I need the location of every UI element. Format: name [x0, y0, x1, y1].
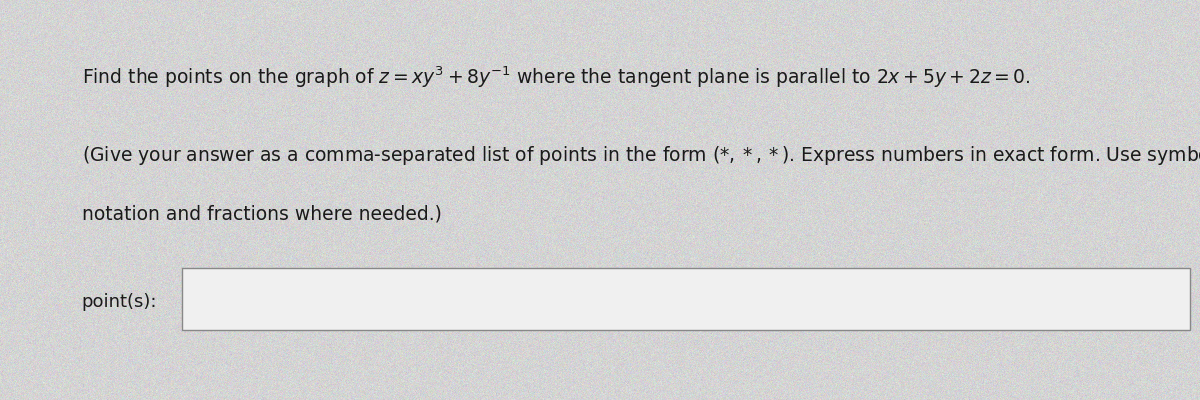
Text: notation and fractions where needed.): notation and fractions where needed.): [82, 204, 442, 223]
Text: (Give your answer as a comma-separated list of points in the form $(*, *, *)$. E: (Give your answer as a comma-separated l…: [82, 144, 1200, 167]
Text: Find the points on the graph of $z = xy^3 + 8y^{-1}$ where the tangent plane is : Find the points on the graph of $z = xy^…: [82, 64, 1031, 90]
FancyBboxPatch shape: [182, 268, 1190, 330]
Text: point(s):: point(s):: [82, 293, 157, 311]
